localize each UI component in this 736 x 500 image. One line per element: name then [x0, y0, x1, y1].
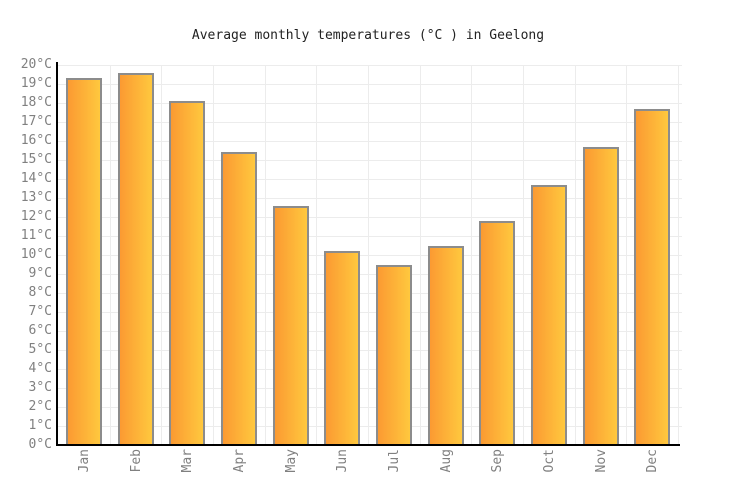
- x-axis-tick-label-aug: Aug: [439, 449, 454, 473]
- x-axis-tick-label-may: May: [284, 449, 299, 473]
- y-axis-tick-label: 6°C: [28, 323, 52, 338]
- bar-sep[interactable]: [479, 221, 515, 445]
- gridline-horizontal: [58, 141, 682, 142]
- gridline-vertical: [471, 65, 472, 445]
- y-axis-tick-label: 10°C: [20, 247, 52, 262]
- x-axis-tick-label-jun: Jun: [335, 449, 350, 473]
- gridline-vertical: [368, 65, 369, 445]
- y-axis-tick-label: 3°C: [28, 380, 52, 395]
- gridline-horizontal: [58, 369, 682, 370]
- bar-apr[interactable]: [221, 152, 257, 445]
- y-axis-tick-label: 7°C: [28, 304, 52, 319]
- x-axis-tick-label-feb: Feb: [129, 449, 144, 473]
- x-axis-tick-label-oct: Oct: [542, 449, 557, 473]
- gridline-horizontal: [58, 331, 682, 332]
- x-axis-tick-label-jul: Jul: [387, 449, 402, 473]
- y-axis-tick-label: 0°C: [28, 437, 52, 452]
- x-axis-tick-label-jan: Jan: [77, 449, 92, 473]
- y-axis-tick-label: 12°C: [20, 209, 52, 224]
- bar-jul[interactable]: [376, 265, 412, 445]
- x-axis-tick-label-dec: Dec: [645, 449, 660, 473]
- gridline-vertical: [316, 65, 317, 445]
- gridline-vertical: [420, 65, 421, 445]
- y-axis-tick-label: 20°C: [20, 57, 52, 72]
- y-axis-tick-label: 9°C: [28, 266, 52, 281]
- y-axis-tick-label: 15°C: [20, 152, 52, 167]
- gridline-horizontal: [58, 65, 682, 66]
- x-axis-tick-label-apr: Apr: [232, 449, 247, 473]
- gridline-horizontal: [58, 350, 682, 351]
- y-axis-tick-label: 8°C: [28, 285, 52, 300]
- bar-dec[interactable]: [634, 109, 670, 445]
- y-axis-tick-label: 2°C: [28, 399, 52, 414]
- gridline-horizontal: [58, 179, 682, 180]
- y-axis-tick-label: 11°C: [20, 228, 52, 243]
- x-axis-tick-label-nov: Nov: [594, 449, 609, 473]
- y-axis-tick-label: 16°C: [20, 133, 52, 148]
- bar-jan[interactable]: [66, 78, 102, 445]
- gridline-horizontal: [58, 122, 682, 123]
- y-axis-tick-label: 13°C: [20, 190, 52, 205]
- bar-feb[interactable]: [118, 73, 154, 445]
- gridline-horizontal: [58, 84, 682, 85]
- gridline-vertical: [265, 65, 266, 445]
- gridline-horizontal: [58, 103, 682, 104]
- gridline-horizontal: [58, 388, 682, 389]
- x-axis-line: [56, 444, 680, 446]
- gridline-vertical: [678, 65, 679, 445]
- bar-jun[interactable]: [324, 251, 360, 445]
- bar-mar[interactable]: [169, 101, 205, 445]
- gridline-horizontal: [58, 293, 682, 294]
- bar-oct[interactable]: [531, 185, 567, 445]
- y-axis-line: [56, 62, 58, 446]
- gridline-horizontal: [58, 160, 682, 161]
- gridline-vertical: [575, 65, 576, 445]
- gridline-vertical: [161, 65, 162, 445]
- gridline-horizontal: [58, 426, 682, 427]
- gridline-horizontal: [58, 236, 682, 237]
- gridline-horizontal: [58, 274, 682, 275]
- x-axis-tick-label-mar: Mar: [180, 449, 195, 473]
- y-axis-tick-label: 14°C: [20, 171, 52, 186]
- y-axis-tick-label: 19°C: [20, 76, 52, 91]
- gridline-vertical: [523, 65, 524, 445]
- bar-may[interactable]: [273, 206, 309, 445]
- gridline-horizontal: [58, 217, 682, 218]
- gridline-horizontal: [58, 312, 682, 313]
- y-axis-tick-label: 1°C: [28, 418, 52, 433]
- gridline-horizontal: [58, 255, 682, 256]
- x-axis-tick-label-sep: Sep: [490, 449, 505, 473]
- chart-title: Average monthly temperatures (°C ) in Ge…: [191, 28, 545, 43]
- y-axis-tick-label: 18°C: [20, 95, 52, 110]
- gridline-horizontal: [58, 407, 682, 408]
- y-axis-tick-label: 5°C: [28, 342, 52, 357]
- y-axis-tick-label: 4°C: [28, 361, 52, 376]
- gridline-vertical: [213, 65, 214, 445]
- bar-aug[interactable]: [428, 246, 464, 445]
- bar-nov[interactable]: [583, 147, 619, 445]
- gridline-vertical: [626, 65, 627, 445]
- gridline-vertical: [110, 65, 111, 445]
- gridline-horizontal: [58, 198, 682, 199]
- y-axis-tick-label: 17°C: [20, 114, 52, 129]
